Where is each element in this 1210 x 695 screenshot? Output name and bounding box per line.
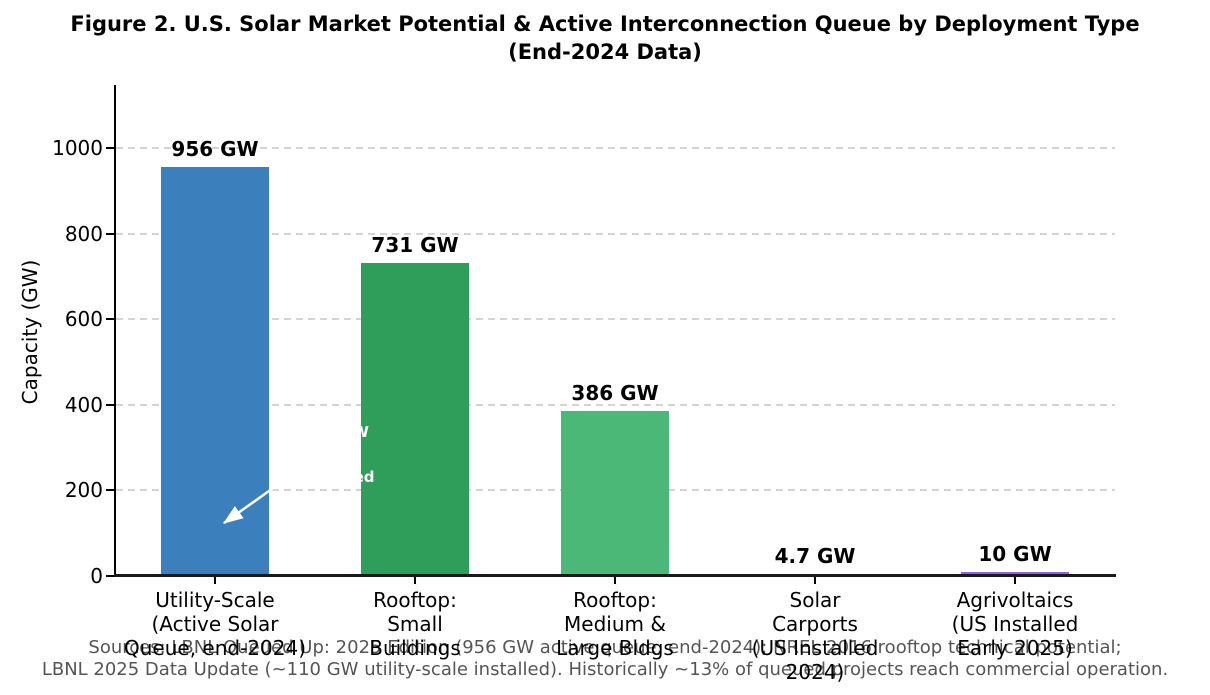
chart-title: Figure 2. U.S. Solar Market Potential & … <box>70 12 1140 64</box>
x-tick-mark <box>214 577 216 584</box>
y-axis-spine <box>114 85 116 576</box>
bar <box>561 410 669 576</box>
x-tick-label: Solar Carports (US Installed 2024) <box>751 588 879 684</box>
y-tick-mark <box>106 318 114 321</box>
bar-value-label: 4.7 GW <box>774 543 856 568</box>
annotation-text: ~124 GW (~13%) completed <box>285 423 375 486</box>
bar-value-label: 386 GW <box>571 380 659 405</box>
gridline <box>116 318 1115 321</box>
x-tick-mark <box>1014 577 1016 584</box>
x-axis-spine <box>114 574 1116 577</box>
gridline <box>116 403 1115 406</box>
gridline <box>116 147 1115 149</box>
y-tick-mark <box>106 147 114 149</box>
y-axis-label: Capacity (GW) <box>18 259 42 405</box>
y-tick-label: 0 <box>90 564 103 588</box>
y-tick-mark <box>106 232 114 235</box>
x-tick-label: Rooftop: Medium & Large Bldgs <box>556 588 674 660</box>
x-tick-mark <box>814 577 816 584</box>
bar-value-label: 10 GW <box>978 541 1052 566</box>
y-tick-label: 600 <box>64 307 103 332</box>
x-tick-mark <box>414 577 416 584</box>
y-tick-label: 400 <box>64 392 103 417</box>
bar-value-label: 731 GW <box>371 233 459 258</box>
y-tick-mark <box>106 489 114 492</box>
y-tick-label: 1000 <box>52 136 103 160</box>
bar <box>961 571 1069 576</box>
x-tick-label: Rooftop: Small Buildings <box>369 588 461 660</box>
gridline <box>116 232 1115 235</box>
y-tick-mark <box>106 575 114 577</box>
source-caption: Sources: LBNL Queued Up: 2025 Edition (9… <box>41 637 1169 680</box>
bar-value-label: 956 GW <box>171 136 259 161</box>
bar <box>161 166 269 576</box>
x-tick-label: Utility-Scale (Active Solar Queue, end-2… <box>123 588 306 660</box>
y-tick-label: 800 <box>64 221 103 246</box>
x-tick-mark <box>614 577 616 584</box>
x-tick-label: Agrivoltaics (US Installed Early 2025) <box>951 588 1079 660</box>
y-tick-mark <box>106 403 114 406</box>
y-tick-label: 200 <box>64 478 103 503</box>
bar <box>361 263 469 576</box>
